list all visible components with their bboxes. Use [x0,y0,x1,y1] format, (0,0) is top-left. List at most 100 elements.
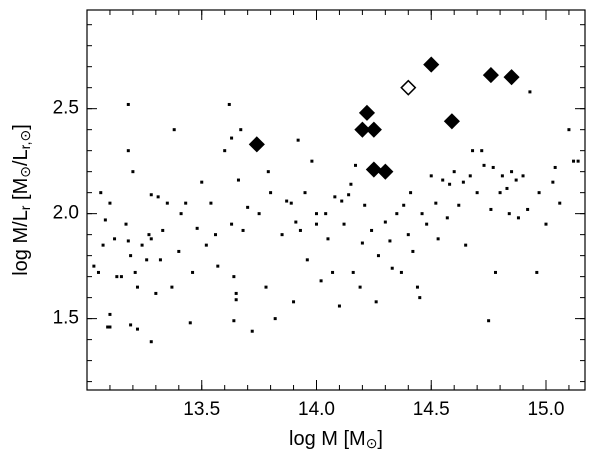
point [528,90,532,94]
label-part: ] [10,124,32,130]
point [526,207,530,211]
point [177,249,181,253]
point [324,212,328,216]
point [223,149,227,153]
label-part: ⊙ [17,166,33,178]
point [370,228,374,232]
point [448,182,452,186]
point [551,180,555,184]
point [188,321,192,325]
label-part: [M [10,178,32,206]
point [179,212,183,216]
x-axis-label: log M [M⊙] [289,428,383,451]
point [558,201,562,205]
label-part: r [17,205,33,210]
point [165,201,169,205]
point [457,203,461,207]
point [101,243,105,247]
point [500,174,504,178]
point [294,220,298,224]
point [292,300,296,304]
point [475,191,479,195]
point [264,285,268,289]
point [314,222,318,226]
point [149,340,153,344]
x-tick-label: 15.0 [527,399,564,420]
point [415,285,419,289]
point [119,275,123,279]
point [234,291,238,295]
point [158,258,162,262]
point [145,258,149,262]
diamond-point [365,161,382,178]
point [289,201,293,205]
point [489,207,493,211]
point [147,233,151,237]
point [236,178,240,182]
y-axis-label: log M/Lr [M⊙/Lr,⊙] [10,124,33,276]
point [92,264,96,268]
point [184,201,188,205]
label-part: log M [M [289,428,366,450]
point [351,270,355,274]
diamond-point [358,104,376,121]
point [99,191,103,195]
point [429,174,433,178]
point [126,239,130,243]
point [464,243,468,247]
point [395,212,399,216]
point [305,258,309,262]
point [126,149,130,153]
point [108,325,112,329]
y-tick-label: 2.5 [53,98,79,119]
point [230,222,234,226]
point [303,191,307,195]
point [402,203,406,207]
x-tick-label: 14.5 [413,399,450,420]
point [214,233,218,237]
point [434,201,438,205]
point [482,163,486,167]
point [200,180,204,184]
point [161,228,165,232]
point [399,270,403,274]
label-part: ⊙ [366,435,378,451]
point [156,195,160,199]
point [507,212,511,216]
point [216,264,220,268]
label-part: r,⊙ [17,130,33,150]
point [149,237,153,241]
label-part: ] [377,428,383,450]
point [232,319,236,323]
point [319,279,323,283]
point [409,191,413,195]
point [498,191,502,195]
y-tick-label: 1.5 [53,308,79,329]
point [436,237,440,241]
point [310,159,314,163]
point [480,149,484,153]
point [113,237,117,241]
point [406,233,410,237]
point [266,170,270,174]
point [269,191,273,195]
point [126,102,130,106]
point [521,174,525,178]
diamond-point [400,79,417,96]
point [347,193,351,197]
diamond-point [503,69,520,86]
point [227,102,231,106]
point [331,270,335,274]
point [420,212,424,216]
point [576,159,580,163]
point [115,275,119,279]
point [296,138,300,142]
point [106,325,110,329]
point [230,136,234,140]
diamond-point [365,121,382,138]
point [232,275,236,279]
point [333,195,337,199]
point [349,182,353,186]
diamond-point [248,136,265,153]
